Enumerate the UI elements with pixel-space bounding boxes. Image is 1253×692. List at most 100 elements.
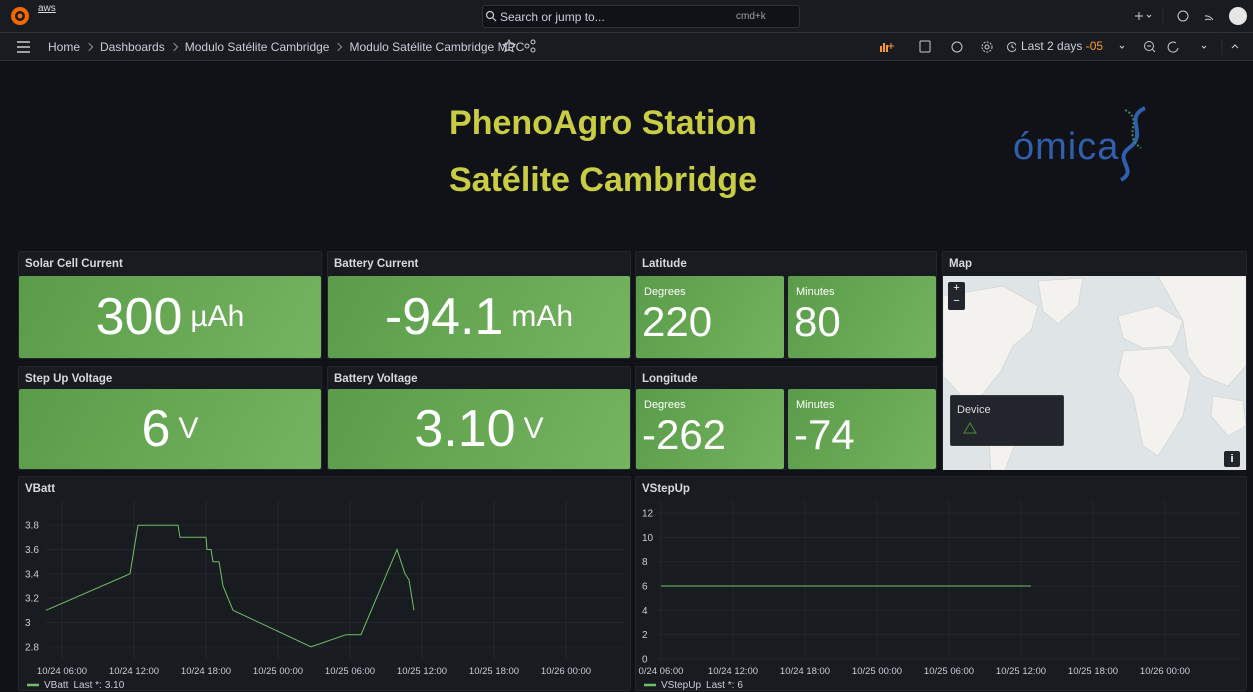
stat-value: 300 — [96, 287, 183, 347]
zoom-controls: + − — [948, 282, 965, 310]
legend-value: 6 — [737, 680, 743, 691]
clock-icon — [1008, 43, 1017, 52]
collapse-icon[interactable] — [1232, 45, 1238, 48]
minutes-box: Minutes-74 — [788, 389, 936, 469]
title-line: Satélite Cambridge — [303, 152, 903, 209]
sub-label: Degrees — [644, 286, 686, 298]
y-tick-label: 0 — [642, 655, 648, 666]
stat-panel: Solar Cell Current 300µAh — [18, 251, 322, 359]
crumb[interactable]: Dashboards — [100, 40, 165, 54]
panel-title: Longitude — [642, 373, 698, 385]
legend-stat: Last *: — [73, 680, 101, 691]
header-title: PhenoAgro Station Satélite Cambridge — [303, 95, 903, 209]
crumb: Modulo Satélite Cambridge MPC — [349, 40, 524, 54]
legend-name: VStepUp — [661, 680, 701, 691]
y-tick-label: 8 — [642, 557, 648, 568]
logo-helix — [1115, 104, 1155, 184]
search-box[interactable]: Search or jump to... cmd+k — [482, 5, 800, 28]
avatar[interactable] — [1229, 7, 1247, 25]
sub-label: Minutes — [796, 286, 835, 298]
x-tick-label: 10/25 06:00 — [325, 666, 375, 677]
map-panel: Map + − Device i — [942, 251, 1247, 470]
page: Dashboard { "topbar": {"brand": "aws", "… — [0, 0, 1253, 691]
save-icon[interactable] — [920, 41, 930, 52]
panel-title: Latitude — [642, 258, 687, 270]
sub-value: 220 — [642, 298, 712, 346]
crumb-separator — [169, 43, 177, 51]
x-tick-label: 10/25 06:00 — [924, 666, 974, 677]
legend-value: 3.10 — [105, 680, 125, 691]
x-tick-label: 10/24 06:00 — [37, 666, 87, 677]
add-panel-icon[interactable] — [880, 43, 894, 52]
x-tick-label: 10/24 18:00 — [780, 666, 830, 677]
refresh-menu[interactable] — [1202, 46, 1206, 48]
panel-title: Battery Current — [334, 258, 418, 270]
x-tick-label: 10/25 12:00 — [397, 666, 447, 677]
legend-stat: Last *: — [706, 680, 734, 691]
stat-value-box: -94.1mAh — [328, 276, 630, 358]
menu-icon[interactable] — [16, 40, 32, 54]
crumb[interactable]: Home — [48, 40, 80, 54]
stat-unit: V — [524, 412, 544, 446]
attribution-button[interactable]: i — [1224, 451, 1240, 467]
info-icon[interactable] — [952, 42, 962, 52]
stat-unit: µAh — [190, 300, 244, 334]
coordinate-panel: Longitude Degrees-262 Minutes-74 — [635, 366, 937, 470]
zoom-in[interactable]: + — [948, 282, 965, 295]
y-tick-label: 12 — [642, 509, 654, 520]
grafana-logo[interactable] — [10, 6, 30, 26]
y-tick-label: 10 — [642, 533, 654, 544]
time-picker[interactable]: Last 2 days -05 — [1021, 39, 1103, 53]
panel-title: Step Up Voltage — [25, 373, 112, 385]
coordinate-panel: Latitude Degrees220 Minutes80 — [635, 251, 937, 359]
zoom-out[interactable]: − — [948, 295, 965, 308]
zoom-out-icon[interactable] — [1145, 42, 1156, 53]
share-icon[interactable] — [525, 40, 535, 52]
series-line — [46, 525, 414, 647]
x-tick-label: 10/25 00:00 — [253, 666, 303, 677]
x-tick-label: 10/25 18:00 — [1068, 666, 1118, 677]
settings-icon[interactable] — [982, 42, 992, 52]
legend-label: Device — [957, 404, 991, 416]
stat-value: 6 — [142, 399, 171, 459]
new-button[interactable] — [1135, 12, 1151, 20]
search-icon — [485, 10, 497, 22]
x-tick-label: 10/24 12:00 — [109, 666, 159, 677]
panel-title: Map — [949, 258, 972, 270]
degrees-box: Degrees-262 — [636, 389, 784, 469]
brand: aws — [38, 3, 56, 14]
y-tick-label: 3 — [25, 618, 31, 629]
logo-text: ómica — [1013, 126, 1119, 169]
sub-value: 80 — [794, 298, 841, 346]
time-range: Last 2 days — [1021, 39, 1082, 53]
title-line: PhenoAgro Station — [303, 95, 903, 152]
y-tick-label: 6 — [642, 582, 648, 593]
x-tick-label: 10/25 12:00 — [996, 666, 1046, 677]
sub-label: Minutes — [796, 399, 835, 411]
y-tick-label: 3.2 — [25, 594, 39, 605]
topbar-icons — [1125, 6, 1250, 26]
x-tick-label: 10/26 00:00 — [541, 666, 591, 677]
crumb[interactable]: Modulo Satélite Cambridge — [185, 40, 330, 54]
time-controls — [1118, 37, 1248, 57]
y-tick-label: 2.8 — [25, 642, 39, 653]
x-tick-label: 0/24 06:00 — [639, 666, 684, 677]
search-placeholder: Search or jump to... — [500, 10, 605, 24]
help-icon[interactable] — [1178, 11, 1188, 21]
y-tick-label: 4 — [642, 606, 648, 617]
x-tick-label: 10/25 00:00 — [852, 666, 902, 677]
news-icon[interactable] — [1205, 16, 1213, 20]
x-tick-label: 10/25 18:00 — [469, 666, 519, 677]
sub-label: Degrees — [644, 399, 686, 411]
sub-value: -262 — [642, 411, 726, 459]
timeseries-panel: VStepUp 0246810120/24 06:0010/24 12:0010… — [635, 476, 1247, 691]
refresh-icon[interactable] — [1168, 42, 1178, 52]
stat-unit: V — [178, 412, 198, 446]
